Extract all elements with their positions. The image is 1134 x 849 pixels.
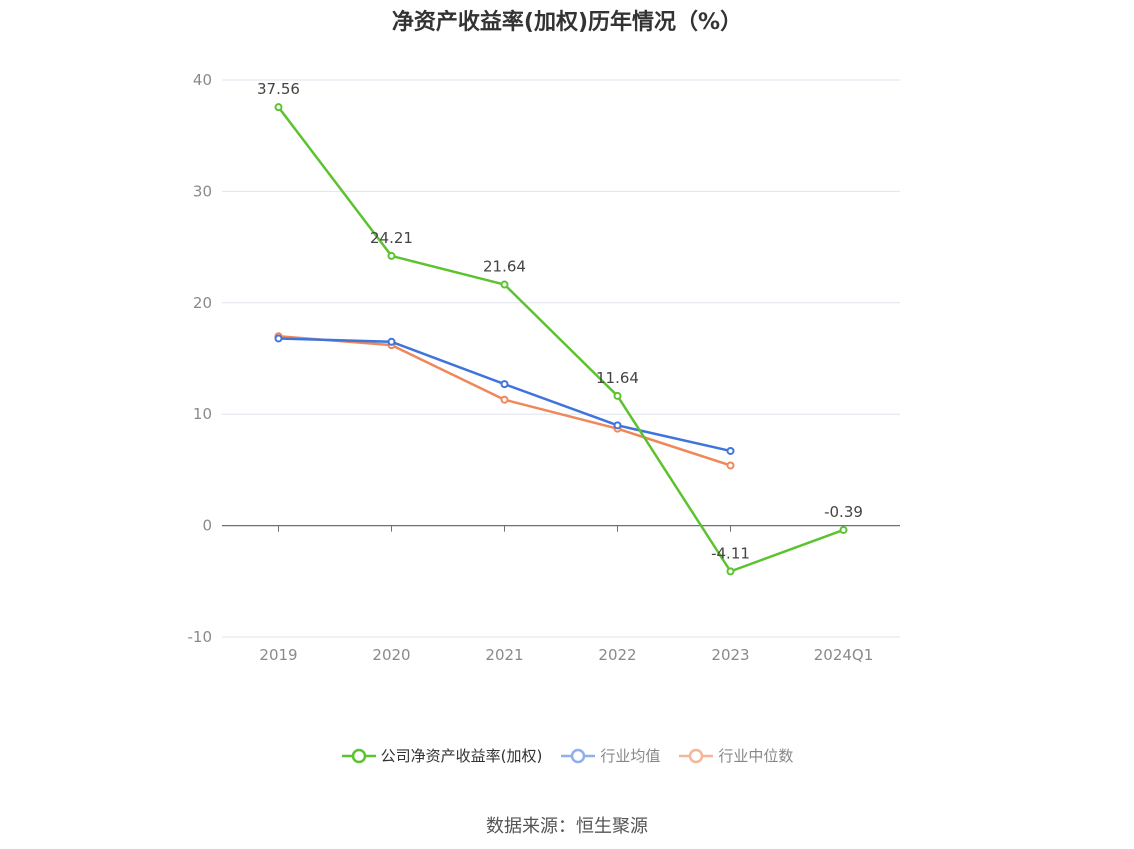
legend-label: 行业均值 <box>600 747 661 765</box>
x-tick-label: 2020 <box>372 646 410 664</box>
series-layer <box>274 103 848 576</box>
data-labels: 37.56 24.21 21.64 11.64 -4.11 -0.39 <box>257 80 863 562</box>
series-line <box>277 106 844 573</box>
grid <box>222 79 900 638</box>
data-point <box>500 380 509 389</box>
data-label: 24.21 <box>370 229 413 247</box>
data-point <box>500 395 509 404</box>
data-point <box>726 446 735 455</box>
data-label: 37.56 <box>257 80 300 98</box>
legend-item[interactable]: 公司净资产收益率(加权) <box>341 745 543 766</box>
data-label: -0.39 <box>824 503 863 521</box>
data-source-note: 数据来源：恒生聚源 <box>486 816 648 837</box>
y-tick-label: 30 <box>193 182 212 200</box>
x-tick-label: 2021 <box>485 646 523 664</box>
y-tick-label: 20 <box>193 294 212 312</box>
y-tick-label: -10 <box>188 628 213 646</box>
data-point <box>500 280 509 289</box>
series-line <box>278 337 731 453</box>
legend-item[interactable]: 行业中位数 <box>678 745 793 766</box>
x-tick-label: 2019 <box>259 646 297 664</box>
data-point <box>274 334 283 343</box>
y-tick-label: 40 <box>193 71 212 89</box>
x-tick-label: 2022 <box>598 646 636 664</box>
x-tick-label: 2023 <box>711 646 749 664</box>
data-point <box>387 251 396 260</box>
legend-swatch-icon <box>341 748 376 763</box>
data-point <box>613 421 622 430</box>
y-tick-label: 10 <box>193 405 212 423</box>
data-point <box>839 525 848 534</box>
data-label: 21.64 <box>483 258 526 276</box>
chart-title: 净资产收益率(加权)历年情况（%） <box>391 10 743 35</box>
legend: 公司净资产收益率(加权) 行业均值 行业中位数 <box>0 745 1134 766</box>
data-label: -4.11 <box>711 544 750 562</box>
axes: -10 0 10 20 30 40 2019 2020 2021 2022 2023 2024Q1 <box>188 71 900 664</box>
data-point <box>726 567 735 576</box>
data-point <box>726 461 735 470</box>
legend-label: 行业中位数 <box>718 747 794 765</box>
legend-swatch-icon <box>561 748 596 763</box>
data-point <box>613 391 622 400</box>
data-point <box>274 103 283 112</box>
legend-item[interactable]: 行业均值 <box>560 745 660 766</box>
data-label: 11.64 <box>596 369 639 387</box>
y-tick-label: 0 <box>202 517 212 535</box>
legend-label: 公司净资产收益率(加权) <box>380 747 543 765</box>
legend-swatch-icon <box>679 748 714 763</box>
x-tick-label: 2024Q1 <box>814 646 874 664</box>
data-point <box>387 337 396 346</box>
